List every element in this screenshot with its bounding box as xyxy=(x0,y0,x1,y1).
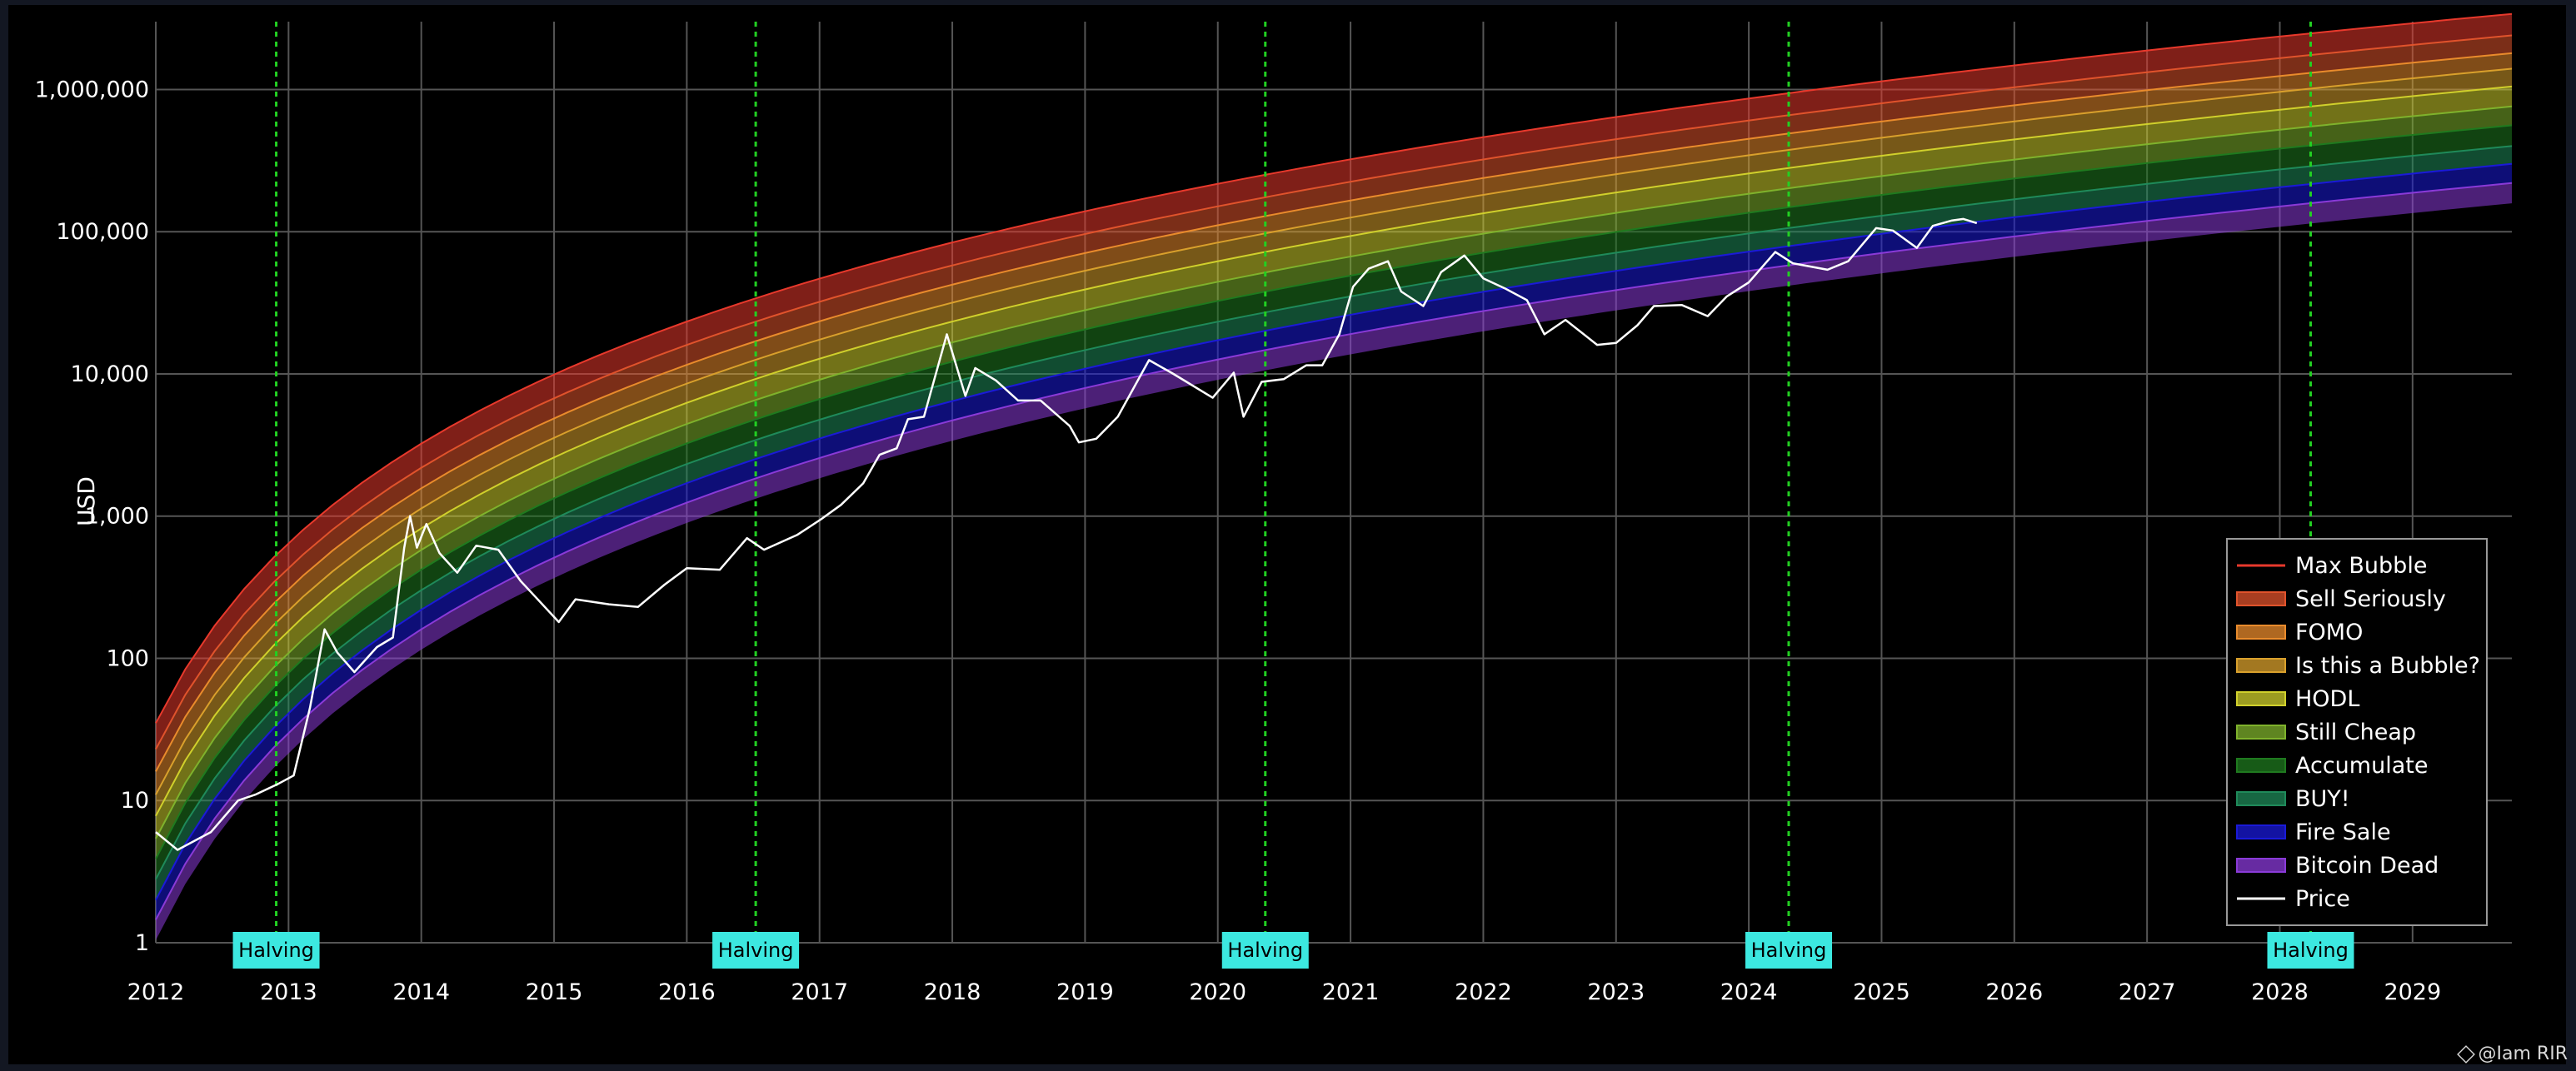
halving-label-box xyxy=(232,932,320,969)
rainbow-chart: Halving Halving Halving Halving Halving 1101… xyxy=(35,12,2513,1005)
band-edge-line xyxy=(155,145,2513,880)
y-tick-label: 1,000,000 xyxy=(35,77,149,102)
price-line xyxy=(155,217,1978,851)
legend[interactable]: Max Bubble Sell Seriously FOMO Is this a Bu… xyxy=(2226,538,2488,926)
legend-swatch xyxy=(2236,758,2286,773)
legend-swatch xyxy=(2236,658,2286,673)
legend-item-label: Max Bubble xyxy=(2295,553,2427,579)
legend-item-label: Sell Seriously xyxy=(2295,586,2446,612)
x-tick-label: 2013 xyxy=(260,979,317,1005)
band-edge-line xyxy=(155,105,2513,839)
y-tick-label: 10,000 xyxy=(71,361,149,387)
band-edge-line xyxy=(155,34,2513,750)
band-edge-line xyxy=(155,67,2513,795)
x-tick-label: 2029 xyxy=(2384,979,2441,1005)
y-tick-label: 100,000 xyxy=(56,219,149,245)
band-edge-line xyxy=(155,85,2513,817)
halving-label: Halving xyxy=(238,939,314,962)
diamond-logo-icon xyxy=(2456,1044,2475,1064)
halving-label: Halving xyxy=(1751,939,1827,962)
x-tick-label: 2019 xyxy=(1056,979,1114,1005)
band-edge-line xyxy=(155,124,2513,859)
y-axis-title: USD xyxy=(72,476,100,526)
halving-lines: Halving Halving Halving Halving Halving xyxy=(232,22,2354,969)
price-series xyxy=(155,217,1978,851)
halving-label: Halving xyxy=(2273,939,2349,962)
x-tick-label: 2017 xyxy=(791,979,848,1005)
x-tick-label: 2020 xyxy=(1189,979,1246,1005)
x-tick-label: 2012 xyxy=(127,979,185,1005)
x-tick-label: 2022 xyxy=(1455,979,1512,1005)
legend-swatch xyxy=(2236,691,2286,706)
band-edge-line xyxy=(155,182,2513,920)
halving-label: Halving xyxy=(718,939,794,962)
watermark-text: @Iam RIR xyxy=(2478,1044,2568,1064)
legend-item-label: Accumulate xyxy=(2295,753,2428,779)
legend-swatch xyxy=(2236,625,2286,640)
x-tick-label: 2025 xyxy=(1853,979,1910,1005)
y-tick-label: 1,000 xyxy=(85,504,149,530)
halving-label-box xyxy=(1745,932,1832,969)
x-tick-label: 2014 xyxy=(392,979,450,1005)
x-tick-label: 2016 xyxy=(658,979,716,1005)
watermark: @Iam RIR xyxy=(2456,1044,2568,1064)
x-tick-label: 2023 xyxy=(1587,979,1645,1005)
legend-swatch xyxy=(2236,591,2286,606)
x-tick-label: 2018 xyxy=(924,979,981,1005)
y-tick-label: 1 xyxy=(135,930,149,956)
halving-label-box xyxy=(712,932,800,969)
legend-item-label: FOMO xyxy=(2295,620,2363,645)
legend-item-label: Bitcoin Dead xyxy=(2295,853,2439,879)
x-tick-label: 2026 xyxy=(1985,979,2043,1005)
legend-swatch xyxy=(2236,791,2286,806)
y-tick-label: 100 xyxy=(106,645,149,671)
legend-swatch xyxy=(2236,858,2286,873)
x-tick-label: 2028 xyxy=(2251,979,2309,1005)
legend-item-label: BUY! xyxy=(2295,786,2350,812)
band-edge-line xyxy=(155,12,2513,724)
halving-label-box xyxy=(2267,932,2354,969)
x-tick-label: 2027 xyxy=(2119,979,2176,1005)
legend-item-label: Price xyxy=(2295,886,2350,912)
band-edge-line xyxy=(155,52,2513,772)
legend-item-label: Is this a Bubble? xyxy=(2295,653,2480,679)
legend-item-label: HODL xyxy=(2295,686,2359,712)
chart-frame: Halving Halving Halving Halving Halving 1 10 1… xyxy=(8,5,2566,1064)
halving-label-box xyxy=(1221,932,1309,969)
rainbow-bands xyxy=(155,12,2513,940)
axes: 1 10 100 1,000 10,000 100,000 1,000,000 2012 201… xyxy=(35,77,2442,1005)
legend-swatch xyxy=(2236,725,2286,740)
x-tick-label: 2024 xyxy=(1720,979,1778,1005)
band-edge-line xyxy=(155,162,2513,901)
x-tick-label: 2021 xyxy=(1322,979,1380,1005)
y-tick-label: 10 xyxy=(121,788,149,814)
halving-label: Halving xyxy=(1227,939,1303,962)
legend-swatch xyxy=(2236,824,2286,839)
legend-item-label: Fire Sale xyxy=(2295,819,2391,845)
legend-item-label: Still Cheap xyxy=(2295,720,2416,745)
x-tick-label: 2015 xyxy=(526,979,583,1005)
